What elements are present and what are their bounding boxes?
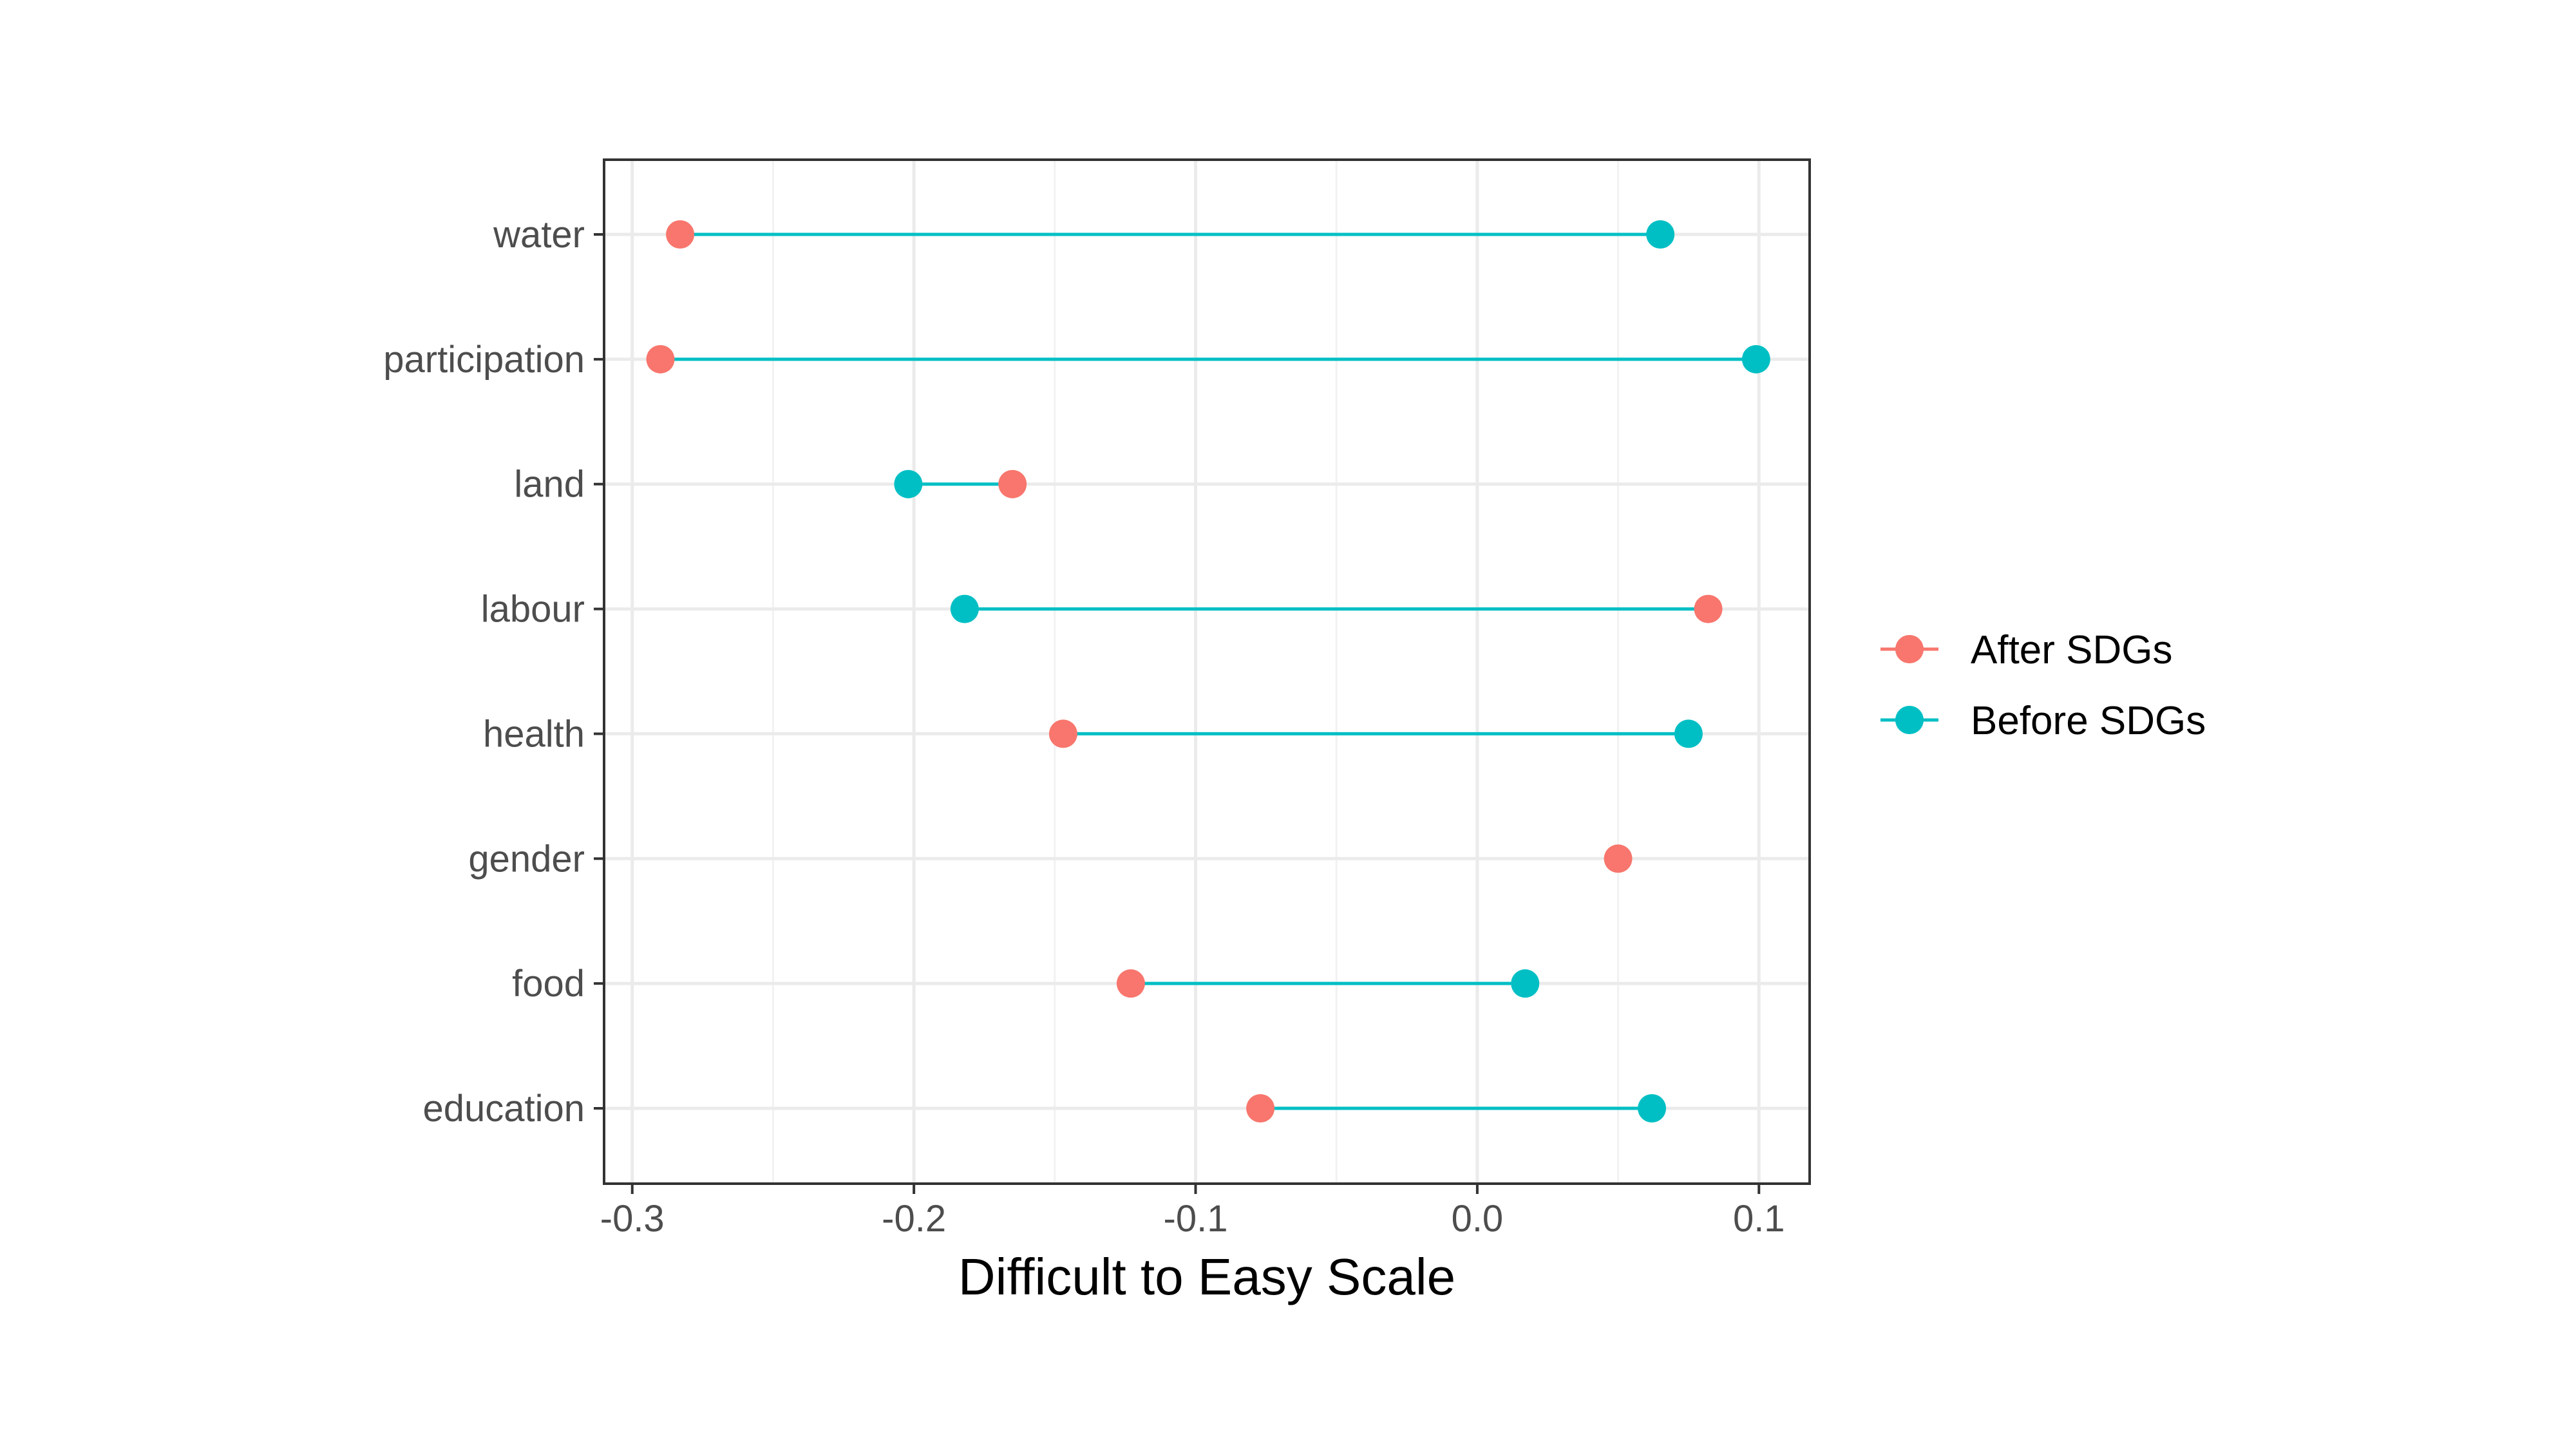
x-tick-label: -0.1 bbox=[1164, 1198, 1228, 1240]
minor-gridlines bbox=[772, 160, 1620, 1184]
x-tick-label: -0.3 bbox=[600, 1198, 665, 1240]
y-tick-label: labour bbox=[481, 589, 585, 630]
y-tick-label: gender bbox=[468, 838, 585, 880]
y-tick-label: education bbox=[422, 1088, 585, 1130]
after-sdgs-point bbox=[1604, 844, 1633, 873]
after-sdgs-point bbox=[1048, 719, 1077, 748]
legend-key-point-before-sdgs bbox=[1895, 706, 1924, 734]
before-sdgs-point bbox=[1646, 220, 1675, 249]
dumbbell-segments bbox=[660, 232, 1756, 1110]
data-points bbox=[646, 220, 1770, 1122]
legend-label-after-sdgs: After SDGs bbox=[1971, 628, 2173, 672]
before-sdgs-point bbox=[894, 469, 923, 498]
panel-border bbox=[603, 158, 1811, 1185]
before-sdgs-point bbox=[1638, 1094, 1667, 1122]
y-axis: water participation land labour health gender… bbox=[383, 214, 604, 1130]
legend-key-point-after-sdgs bbox=[1895, 635, 1924, 663]
x-tick-label: 0.1 bbox=[1733, 1198, 1785, 1240]
before-sdgs-point bbox=[1741, 345, 1770, 374]
y-tick-label: water bbox=[493, 214, 585, 256]
before-sdgs-point bbox=[1511, 969, 1540, 998]
y-tick-label: health bbox=[483, 713, 585, 755]
y-tick-label: land bbox=[514, 464, 585, 506]
before-sdgs-point bbox=[950, 594, 979, 623]
legend: After SDGs Before SDGs bbox=[1880, 628, 2206, 743]
after-sdgs-point bbox=[1116, 969, 1145, 998]
x-tick-label: -0.2 bbox=[882, 1198, 946, 1240]
after-sdgs-point bbox=[1246, 1094, 1275, 1122]
after-sdgs-point bbox=[1694, 594, 1723, 623]
after-sdgs-point bbox=[646, 345, 675, 374]
x-axis-title: Difficult to Easy Scale bbox=[958, 1248, 1455, 1305]
after-sdgs-point bbox=[998, 469, 1027, 498]
y-tick-label: food bbox=[512, 963, 585, 1005]
after-sdgs-point bbox=[666, 220, 695, 249]
y-tick-label: participation bbox=[383, 339, 585, 381]
x-tick-label: 0.0 bbox=[1452, 1198, 1504, 1240]
x-axis: -0.3 -0.2 -0.1 0.0 0.1 bbox=[600, 1184, 1785, 1240]
legend-label-before-sdgs: Before SDGs bbox=[1971, 699, 2206, 743]
before-sdgs-point bbox=[1674, 719, 1703, 748]
